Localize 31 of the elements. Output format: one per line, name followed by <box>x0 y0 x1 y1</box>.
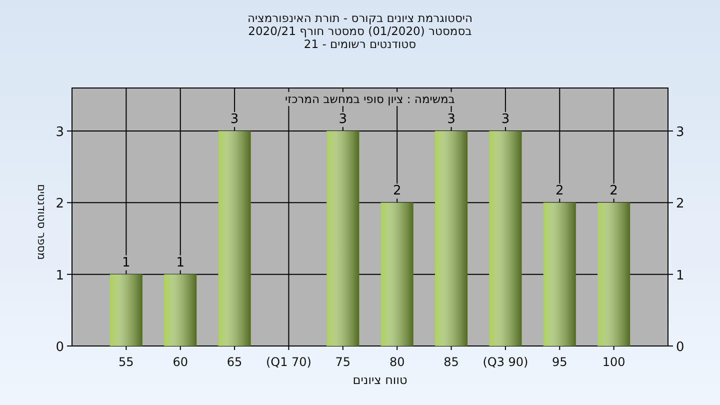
x-tick-label: 80 <box>389 355 405 369</box>
data-label: 2 <box>555 184 564 199</box>
data-label: 1 <box>176 255 185 270</box>
x-tick-label: 95 <box>552 355 568 369</box>
y2-tick-label: 0 <box>676 340 684 355</box>
x-tick-label: 65 <box>226 355 242 369</box>
data-label: 1 <box>122 255 130 270</box>
chart-subtitle: במשימה : ציון סופי במחשב המרכזי <box>285 92 456 106</box>
y2-tick-label: 3 <box>676 125 684 140</box>
y-tick-label: 1 <box>56 268 64 284</box>
x-tick-label: 100 <box>602 355 626 369</box>
y-axis-title: מספר סטודנטים <box>35 184 48 260</box>
data-label: 3 <box>501 112 510 127</box>
y2-tick-label: 1 <box>676 268 684 284</box>
data-label: 2 <box>610 184 618 199</box>
chart-title: היסטוגרמת ציונים בקורס - תורת האינפורמציה בסמסטר (01/2020) סמסטר חורף 2020/21 סטודנטים רשומים - 21 <box>247 11 473 51</box>
x-tick-label: (Q1 70) <box>266 355 312 369</box>
data-label: 3 <box>338 112 348 127</box>
x-tick-label: 75 <box>335 355 351 369</box>
x-tick-label: 85 <box>444 355 459 369</box>
x-tick-label: 55 <box>118 355 134 369</box>
y-tick-label: 3 <box>56 125 64 140</box>
y-tick-label: 0 <box>56 340 64 355</box>
x-axis-title: טווח ציונים <box>352 373 408 387</box>
x-tick-label: 60 <box>172 355 188 369</box>
x-tick-label: (Q3 90) <box>482 355 528 369</box>
y2-tick-label: 2 <box>676 196 684 212</box>
data-label: 3 <box>230 112 239 127</box>
data-label: 2 <box>392 184 402 199</box>
data-label: 3 <box>447 112 456 127</box>
y-tick-label: 2 <box>56 196 64 212</box>
